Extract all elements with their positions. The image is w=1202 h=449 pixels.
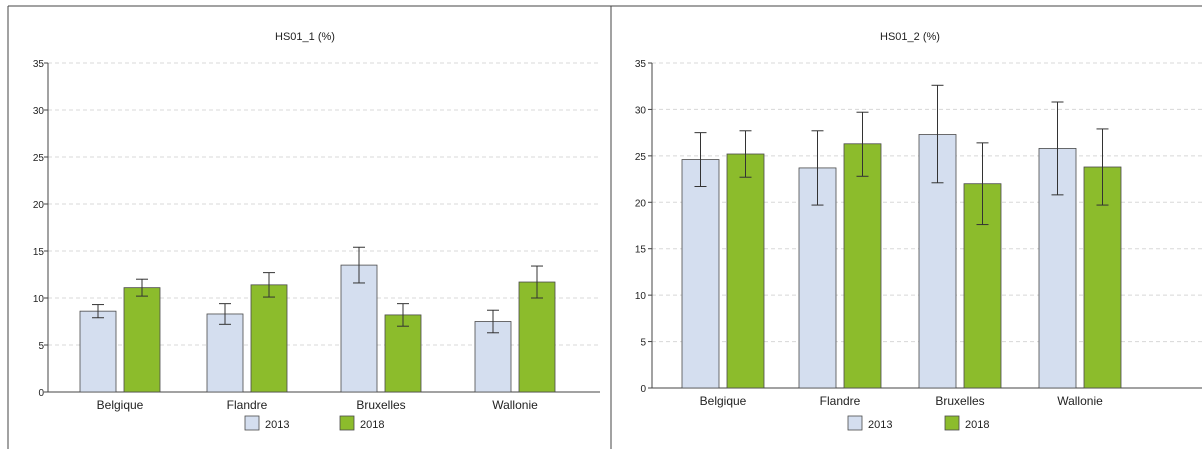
x-tick-label: Flandre — [820, 394, 861, 408]
y-tick-label: 15 — [635, 245, 647, 256]
bar-2018-bruxelles — [384, 314, 422, 393]
legend: 2013 2018 — [244, 415, 384, 431]
x-tick-label: Belgique — [700, 394, 747, 408]
y-tick-label: 5 — [38, 341, 44, 352]
y-tick-label: 0 — [640, 384, 646, 395]
bar-2013-belgique — [79, 310, 117, 393]
chart-panel-hs01-2: HS01_2 (%) 0 5 10 15 20 25 30 35 Belgique Flandr… — [635, 31, 1202, 431]
legend-label-2013: 2013 — [265, 419, 289, 431]
y-tick-label: 10 — [33, 294, 45, 305]
y-tick-label: 30 — [33, 106, 45, 117]
y-tick-label: 35 — [33, 59, 45, 70]
legend-label-2018: 2018 — [360, 419, 384, 431]
y-tick-label: 20 — [635, 198, 647, 209]
x-tick-label: Flandre — [227, 398, 268, 412]
y-tick-label: 5 — [640, 338, 646, 349]
legend-swatch-2013 — [847, 415, 863, 431]
chart-title: HS01_1 (%) — [275, 31, 335, 43]
bar-2018-wallonie — [518, 281, 556, 393]
y-tick-label: 35 — [635, 59, 647, 70]
x-tick-label: Bruxelles — [935, 394, 984, 408]
bar-2018-flandre — [250, 284, 288, 393]
x-tick-label: Belgique — [97, 398, 144, 412]
legend-label-2018: 2018 — [965, 419, 989, 431]
bar-2013-belgique — [681, 159, 720, 389]
chart-title: HS01_2 (%) — [880, 31, 940, 43]
x-tick-label: Wallonie — [492, 398, 538, 412]
y-tick-label: 25 — [635, 152, 647, 163]
legend: 2013 2018 — [847, 415, 989, 431]
y-tick-label: 10 — [635, 291, 647, 302]
y-tick-label: 15 — [33, 247, 45, 258]
bar-2013-flandre — [206, 313, 244, 393]
legend-swatch-2013 — [244, 415, 260, 431]
y-tick-label: 0 — [38, 388, 44, 399]
bar-2013-bruxelles — [340, 264, 378, 393]
y-tick-label: 30 — [635, 105, 647, 116]
legend-swatch-2018 — [339, 415, 355, 431]
bar-2018-belgique — [726, 153, 765, 389]
legend-label-2013: 2013 — [868, 419, 892, 431]
legend-swatch-2018 — [944, 415, 960, 431]
x-tick-label: Bruxelles — [356, 398, 405, 412]
bar-2018-belgique — [123, 287, 161, 393]
x-tick-label: Wallonie — [1057, 394, 1103, 408]
y-tick-label: 20 — [33, 200, 45, 211]
bar-2018-flandre — [843, 143, 882, 389]
y-tick-label: 25 — [33, 153, 45, 164]
chart-panel-hs01-1: HS01_1 (%) 0 5 10 15 20 25 30 35 Belgique Flandr… — [33, 31, 600, 431]
